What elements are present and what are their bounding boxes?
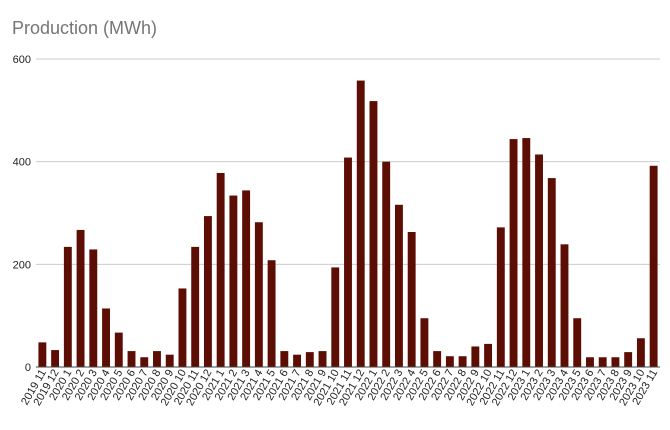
bar [280,351,289,367]
bar [51,350,60,367]
bar [38,342,47,367]
bar [89,249,98,367]
bar [216,172,225,367]
bar [140,357,149,367]
bar [293,354,302,367]
bar [636,338,645,367]
bar [356,80,365,367]
bar [624,352,633,367]
bar [649,165,658,367]
bar [242,190,251,367]
bar [407,231,416,367]
bar [76,229,85,367]
bar [535,154,543,367]
bar [420,318,429,367]
bar [344,157,352,367]
bar [573,318,582,367]
bar [394,204,403,367]
bar [114,332,123,367]
bar [127,351,136,367]
bar [522,138,531,367]
y-tick-label: 600 [13,54,31,66]
bar [331,267,340,367]
bar [203,216,212,367]
y-tick-label: 200 [13,259,31,271]
bar [63,246,72,367]
chart-title: Production (MWh) [12,18,158,38]
bar [178,288,187,367]
bar [496,227,505,367]
bar [102,308,110,367]
bar [267,260,276,367]
bar [318,351,327,367]
bar [471,346,480,367]
bar [586,357,594,367]
bar [484,343,493,367]
bar [547,178,556,367]
bar [509,139,518,367]
bar [598,357,607,367]
y-tick-label: 0 [25,362,31,374]
bar [165,354,174,367]
bar [229,195,238,367]
bar [305,352,314,367]
bar [254,222,263,367]
bar [458,356,467,367]
bar [153,351,161,367]
bar [445,356,454,367]
bar [433,351,442,367]
bar [560,244,569,367]
y-tick-label: 400 [13,157,31,169]
bar [191,246,200,367]
bar [369,101,378,368]
bar [382,161,391,367]
bar [611,357,620,367]
